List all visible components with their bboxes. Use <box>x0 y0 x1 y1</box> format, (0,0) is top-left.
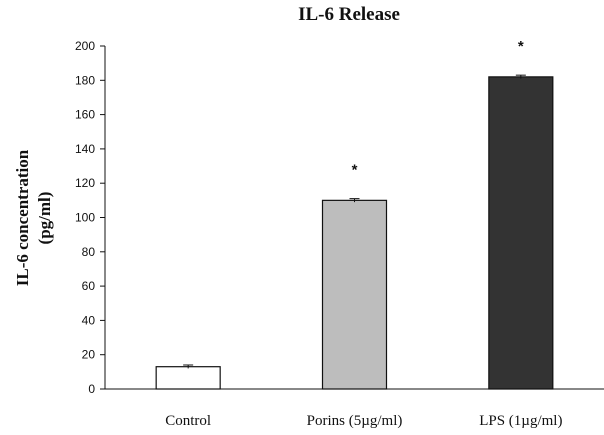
y-tick-label: 160 <box>75 108 95 122</box>
significance-marker: * <box>518 38 524 55</box>
y-tick-label: 180 <box>75 73 95 87</box>
bar-2 <box>321 199 388 390</box>
y-tick-label: 20 <box>82 348 96 362</box>
y-tick-label: 0 <box>88 382 95 396</box>
y-axis-label-line-2: (pg/ml) <box>35 192 54 245</box>
y-tick-label: 80 <box>82 245 96 259</box>
significance-marker: * <box>352 161 358 178</box>
y-axis-label-line-1: IL-6 concentration <box>13 149 32 286</box>
chart-title: IL-6 Release <box>298 4 400 25</box>
bars: ** <box>155 38 554 390</box>
x-axis-category-labels: Control Porins (5µg/ml) LPS (1µg/ml) <box>165 413 562 429</box>
y-tick-label: 100 <box>75 211 95 225</box>
y-tick-label: 60 <box>82 279 96 293</box>
y-tick-label: 120 <box>75 176 95 190</box>
y-axis-ticks: 0 20 40 60 80 100 120 140 160 180 200 <box>75 39 105 396</box>
bar-1 <box>155 366 221 390</box>
y-tick-label: 40 <box>82 313 96 327</box>
category-label: Control <box>165 413 211 429</box>
category-label: Porins (5µg/ml) <box>307 413 403 429</box>
bar-3 <box>488 76 554 390</box>
y-axis-label: IL-6 concentration (pg/ml) <box>13 149 54 286</box>
y-tick-label: 200 <box>75 39 95 53</box>
category-label: LPS (1µg/ml) <box>479 413 562 429</box>
y-tick-label: 140 <box>75 142 95 156</box>
